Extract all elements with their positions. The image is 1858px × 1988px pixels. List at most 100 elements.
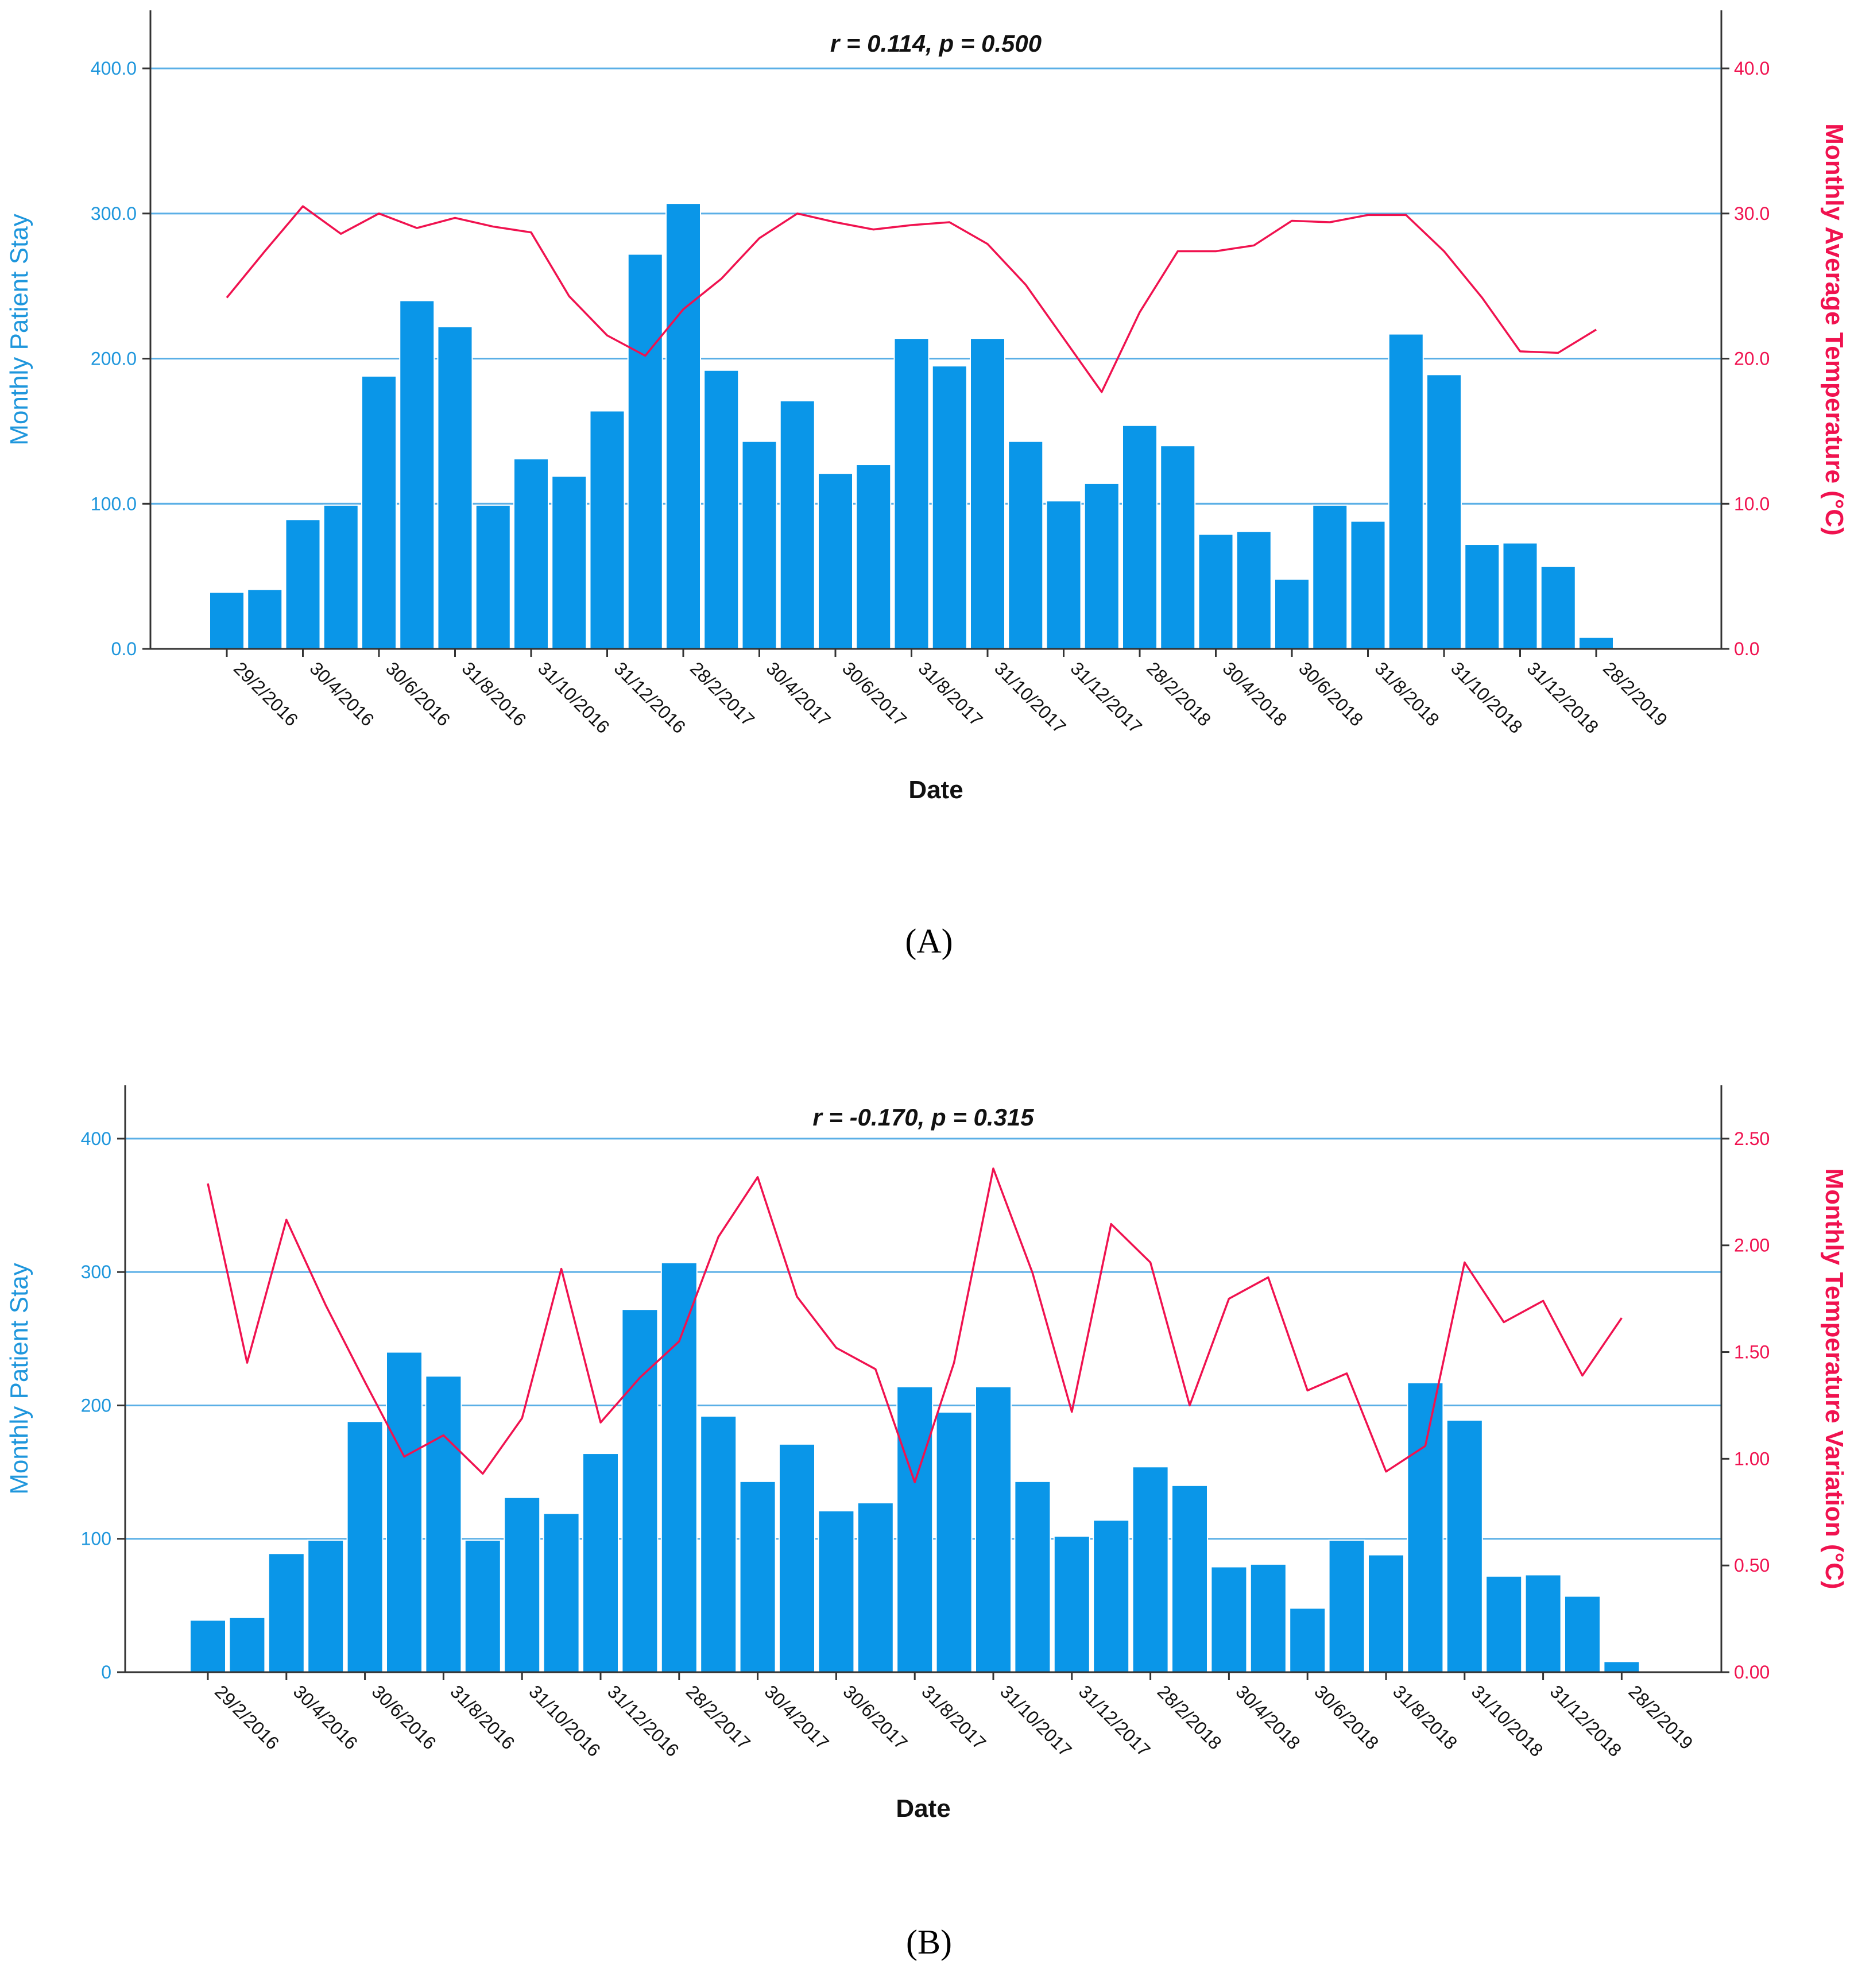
p1-x-tick-label: 30/6/2017	[839, 1681, 911, 1753]
p1-x-tick-label: 31/10/2017	[996, 1681, 1076, 1761]
p0-bar	[1312, 504, 1348, 649]
p1-bar	[1328, 1540, 1365, 1673]
p1-bar	[1368, 1554, 1404, 1673]
p1-bar	[660, 1262, 698, 1673]
p0-temperature-line	[226, 205, 1597, 393]
p0-x-tick-label: 31/12/2018	[1523, 657, 1603, 737]
p1-y-tick-label-right: 2.00	[1734, 1235, 1770, 1256]
p0-bar	[589, 410, 625, 649]
p1-bar	[975, 1386, 1012, 1673]
p1-x-tick-label: 30/4/2018	[1232, 1681, 1304, 1753]
p1-bar	[1446, 1420, 1483, 1673]
p0-x-tick-label: 28/2/2019	[1599, 657, 1671, 730]
p1-x-tick-label: 30/4/2017	[761, 1681, 833, 1753]
p0-bar	[1464, 544, 1500, 650]
p1-bar	[386, 1351, 423, 1673]
p1-x-tick-label: 30/6/2018	[1310, 1681, 1383, 1753]
p0-x-tick-label: 31/10/2016	[534, 657, 614, 737]
p0-bar	[893, 338, 930, 649]
p1-bar	[346, 1421, 384, 1673]
p0-y-tick-label-right: 30.0	[1734, 203, 1770, 224]
p1-bar	[935, 1411, 973, 1673]
p1-bar	[896, 1386, 934, 1673]
p1-y-tick-label-right: 0.50	[1734, 1555, 1770, 1576]
p0-x-tick-label: 28/2/2018	[1143, 657, 1215, 730]
p1-bar	[1564, 1595, 1601, 1673]
chart-panel-b: 0 100 200 300 400 0.00 0.50 1.00 1.50 2.00 2.50 29/…	[0, 992, 1858, 1985]
p0-x-tick-label: 30/6/2018	[1295, 657, 1367, 730]
p0-y-axis-label-right: Monthly Average Temperature (°C)	[1820, 123, 1848, 536]
p1-x-tick-label: 31/8/2016	[446, 1681, 518, 1753]
p0-bar	[1122, 424, 1158, 649]
p1-chart-title: r = -0.170, p = 0.315	[812, 1104, 1034, 1131]
p0-x-tick-label: 30/6/2016	[382, 657, 454, 730]
p0-bar	[627, 253, 663, 649]
p0-bar	[437, 326, 473, 649]
p1-y-tick-label-left: 200	[81, 1395, 111, 1415]
p0-x-tick-label: 30/6/2017	[838, 657, 911, 730]
p0-y-tick-label-right: 40.0	[1734, 58, 1770, 79]
p0-bar	[1160, 445, 1196, 649]
chart-svg-b: 0 100 200 300 400 0.00 0.50 1.00 1.50 2.00 2.50 29/…	[5, 1085, 1848, 1823]
p1-x-tick-label: 31/12/2017	[1075, 1681, 1155, 1761]
p0-bar	[1008, 440, 1044, 649]
p1-bar	[504, 1496, 541, 1673]
p0-bar	[285, 519, 321, 650]
panel-label-a: (A)	[905, 922, 953, 960]
p1-temperature-line	[207, 1167, 1623, 1483]
p0-y-tick-label-right: 20.0	[1734, 349, 1770, 369]
p0-x-tick-label: 31/10/2018	[1447, 657, 1527, 737]
p0-bar	[1350, 520, 1386, 649]
p0-y-tick-label-left: 100.0	[91, 493, 137, 514]
p1-y-tick-label-right: 0.00	[1734, 1662, 1770, 1683]
p0-bar	[1578, 636, 1614, 650]
p0-bar	[475, 504, 511, 649]
p0-bar	[779, 400, 815, 649]
p1-bar	[1093, 1519, 1130, 1673]
p0-bar	[970, 338, 1005, 649]
p0-bar	[1540, 565, 1576, 649]
p1-x-axis-label: Date	[896, 1794, 950, 1823]
p1-x-tick-label: 31/10/2018	[1468, 1681, 1547, 1761]
p0-bar	[931, 365, 967, 649]
p1-x-tick-label: 31/12/2018	[1546, 1681, 1626, 1761]
p0-bar	[1198, 533, 1234, 649]
p1-bar	[425, 1375, 462, 1673]
p1-y-tick-label-left: 300	[81, 1262, 111, 1282]
p1-bar	[700, 1415, 737, 1673]
p0-x-tick-label: 30/4/2017	[762, 657, 835, 730]
p1-y-axis-label-left: Monthly Patient Stay	[5, 1263, 33, 1495]
p0-x-tick-label: 29/2/2016	[230, 657, 302, 730]
p1-x-tick-label: 30/6/2016	[368, 1681, 440, 1753]
p1-x-tick-label: 28/2/2018	[1153, 1681, 1226, 1753]
p1-bar	[1603, 1661, 1640, 1673]
p0-y-axis-label-left: Monthly Patient Stay	[5, 214, 33, 446]
p1-bar	[464, 1540, 501, 1673]
p1-y-tick-label-left: 0	[101, 1662, 111, 1683]
p1-bar	[189, 1619, 226, 1673]
p0-y-tick-label-left: 300.0	[91, 203, 137, 224]
p1-bar	[307, 1540, 344, 1673]
p0-bar	[665, 203, 701, 649]
p0-x-tick-label: 28/2/2017	[686, 657, 758, 730]
p0-bar	[247, 589, 283, 650]
p1-y-tick-label-right: 1.50	[1734, 1342, 1770, 1363]
p1-bar	[1014, 1480, 1051, 1673]
p0-x-tick-label: 30/4/2016	[306, 657, 378, 730]
p1-bar	[229, 1616, 266, 1673]
p1-bar	[582, 1453, 619, 1673]
p1-x-tick-label: 30/4/2016	[289, 1681, 362, 1753]
p1-bar	[857, 1502, 894, 1673]
p1-bar	[1289, 1607, 1326, 1673]
p1-bar	[1249, 1563, 1287, 1673]
p0-bar	[1236, 531, 1272, 649]
panel-label-b: (B)	[906, 1923, 952, 1961]
p0-bar	[1083, 482, 1120, 650]
p0-x-tick-label: 31/10/2017	[990, 657, 1070, 737]
p1-x-tick-label: 31/8/2018	[1389, 1681, 1461, 1753]
p0-bar	[856, 464, 892, 649]
p0-x-tick-label: 31/8/2018	[1371, 657, 1443, 730]
p0-bar	[209, 591, 245, 650]
p0-bar	[1274, 578, 1310, 650]
p0-bar	[513, 458, 549, 649]
